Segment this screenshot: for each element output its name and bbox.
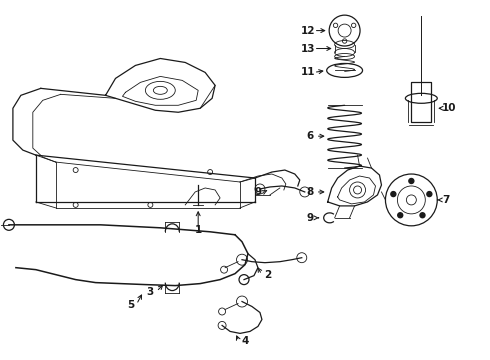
Text: 10: 10 xyxy=(442,103,457,113)
Bar xyxy=(412,82,431,122)
Text: 12: 12 xyxy=(300,26,315,36)
Text: 1: 1 xyxy=(195,225,202,235)
Circle shape xyxy=(427,192,432,197)
Text: 5: 5 xyxy=(127,300,134,310)
Text: 3: 3 xyxy=(147,287,154,297)
Circle shape xyxy=(398,213,403,218)
Text: 4: 4 xyxy=(241,336,249,346)
Circle shape xyxy=(409,179,414,184)
Text: 9: 9 xyxy=(306,213,313,223)
Text: 11: 11 xyxy=(300,67,315,77)
Text: 9: 9 xyxy=(254,187,262,197)
Circle shape xyxy=(391,192,396,197)
Circle shape xyxy=(420,213,425,218)
Text: 6: 6 xyxy=(306,131,314,141)
Text: 7: 7 xyxy=(442,195,450,205)
Text: 13: 13 xyxy=(300,44,315,54)
Text: 2: 2 xyxy=(264,270,271,280)
Text: 8: 8 xyxy=(306,187,314,197)
